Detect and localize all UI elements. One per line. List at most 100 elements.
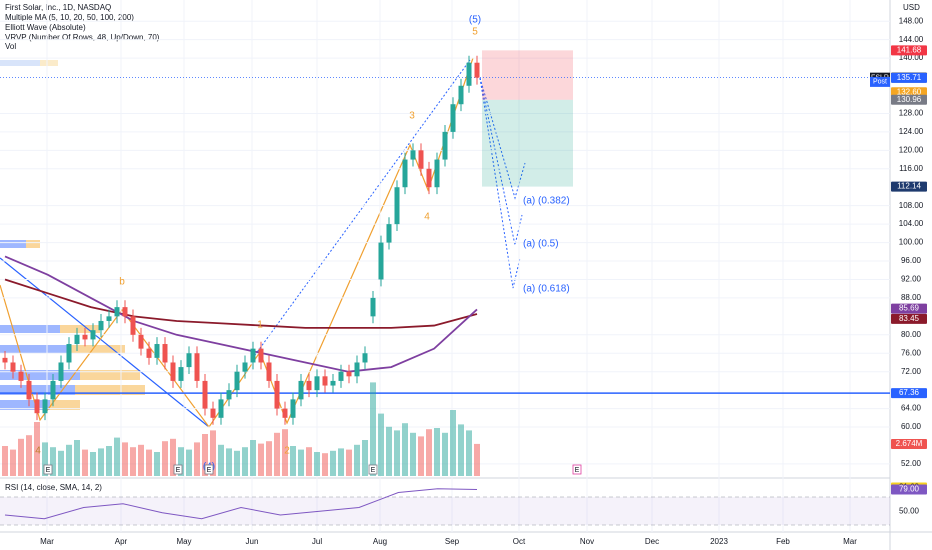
- volume-bar: [314, 452, 320, 476]
- volume-bar: [298, 449, 304, 476]
- x-tick-label: Apr: [115, 537, 128, 546]
- channel-line: [254, 59, 471, 356]
- volume-bar: [354, 444, 360, 476]
- post-box: [870, 76, 890, 87]
- rsi-band: [0, 497, 890, 525]
- candle-body: [466, 62, 472, 86]
- x-tick-label: Feb: [776, 537, 790, 546]
- wave-label: 5: [472, 27, 478, 38]
- indicator: Elliott Wave (Absolute): [5, 23, 86, 32]
- volume-bar: [186, 449, 192, 476]
- candle-body: [162, 344, 168, 363]
- projection-line: [479, 77, 523, 246]
- rsi-label-box: [891, 506, 927, 517]
- price-label-box: [891, 313, 927, 324]
- earnings-box: [173, 464, 183, 475]
- volume-bar: [346, 449, 352, 476]
- candle-body: [290, 399, 296, 418]
- y-tick-label: 104.00: [899, 219, 924, 228]
- price-label-box: [891, 72, 927, 83]
- x-tick-label: Nov: [580, 537, 594, 546]
- y-tick-label: 128.00: [899, 109, 924, 118]
- y-tick-label: 144.00: [899, 35, 924, 44]
- indicator: Multiple MA (5, 10, 20, 50, 100, 200): [5, 13, 134, 22]
- target-zone: [482, 99, 573, 187]
- volume-bar: [2, 446, 8, 476]
- volume-bar: [266, 441, 272, 476]
- volume-bar: [154, 452, 160, 476]
- candle-body: [386, 224, 392, 243]
- candle-body: [426, 168, 432, 188]
- y-tick-label: 96.00: [901, 256, 922, 265]
- x-tick-label: 2023: [710, 537, 728, 546]
- volume-bar: [250, 440, 256, 476]
- volume-bar: [66, 444, 72, 476]
- chart-title: First Solar, Inc., 1D, NASDAQ: [5, 3, 111, 12]
- candle-body: [242, 362, 248, 372]
- volume-bar: [370, 382, 376, 476]
- volume-bar: [378, 413, 384, 476]
- y-tick-label: 140.00: [899, 53, 924, 62]
- y-tick-label: 100.00: [899, 238, 924, 247]
- candle-body: [34, 399, 40, 414]
- rsi-label: 79.00: [899, 485, 920, 494]
- candle-body: [354, 362, 360, 377]
- candle-body: [418, 150, 424, 169]
- wave-label: (5): [469, 15, 481, 26]
- rsi-line: [4, 488, 478, 520]
- volume-bar: [98, 448, 104, 476]
- volume-bar: [338, 448, 344, 476]
- candle-body: [266, 362, 272, 381]
- candle-body: [378, 242, 384, 280]
- y-tick-label: 72.00: [901, 367, 922, 376]
- candle-body: [66, 344, 72, 363]
- candle-body: [194, 353, 200, 381]
- wave-label: 3: [409, 111, 415, 122]
- x-tick-label: Mar: [843, 537, 857, 546]
- projection-line: [479, 77, 526, 200]
- volume-bar: [122, 442, 128, 476]
- projection-label: (a) (0.618): [523, 284, 570, 295]
- volume-bar: [258, 443, 264, 476]
- candle-body: [434, 159, 440, 188]
- volume-bar: [394, 430, 400, 476]
- volume-bar: [74, 440, 80, 476]
- rsi-label-box: [891, 484, 927, 495]
- earnings-box: [572, 464, 582, 475]
- candle-body: [2, 357, 8, 363]
- candle-body: [370, 297, 376, 317]
- candle-body: [250, 348, 256, 363]
- candle-body: [10, 362, 16, 372]
- volume-bar: [146, 449, 152, 476]
- volume-bar: [466, 430, 472, 476]
- rsi-label: 50.00: [899, 506, 920, 515]
- price-label-box: [891, 94, 927, 105]
- volume-bar: [50, 447, 56, 476]
- candle-body: [122, 307, 128, 317]
- moving-average: [4, 255, 478, 373]
- candle-body: [394, 187, 400, 225]
- candle-body: [138, 334, 144, 349]
- volume-bar: [322, 453, 328, 476]
- volume-bar: [418, 436, 424, 476]
- volume-bar: [362, 440, 368, 476]
- volume-bar: [138, 444, 144, 476]
- currency: USD: [903, 3, 920, 12]
- earnings-marker: E: [575, 467, 580, 474]
- indicator: Vol: [5, 42, 16, 51]
- wave-label: b: [119, 277, 125, 288]
- candle-body: [450, 104, 456, 132]
- y-tick-label: 88.00: [901, 293, 922, 302]
- wave-label: 4: [424, 212, 430, 223]
- candle-body: [330, 380, 336, 386]
- wave-label: 2: [284, 446, 290, 457]
- volume-bar: [218, 444, 224, 476]
- volume-bar: [42, 442, 48, 476]
- wave-label: 4: [35, 446, 41, 457]
- candle-body: [458, 85, 464, 105]
- candle-body: [186, 353, 192, 368]
- volume-bar: [34, 422, 40, 476]
- candle-body: [322, 376, 328, 386]
- volume-bar: [194, 442, 200, 476]
